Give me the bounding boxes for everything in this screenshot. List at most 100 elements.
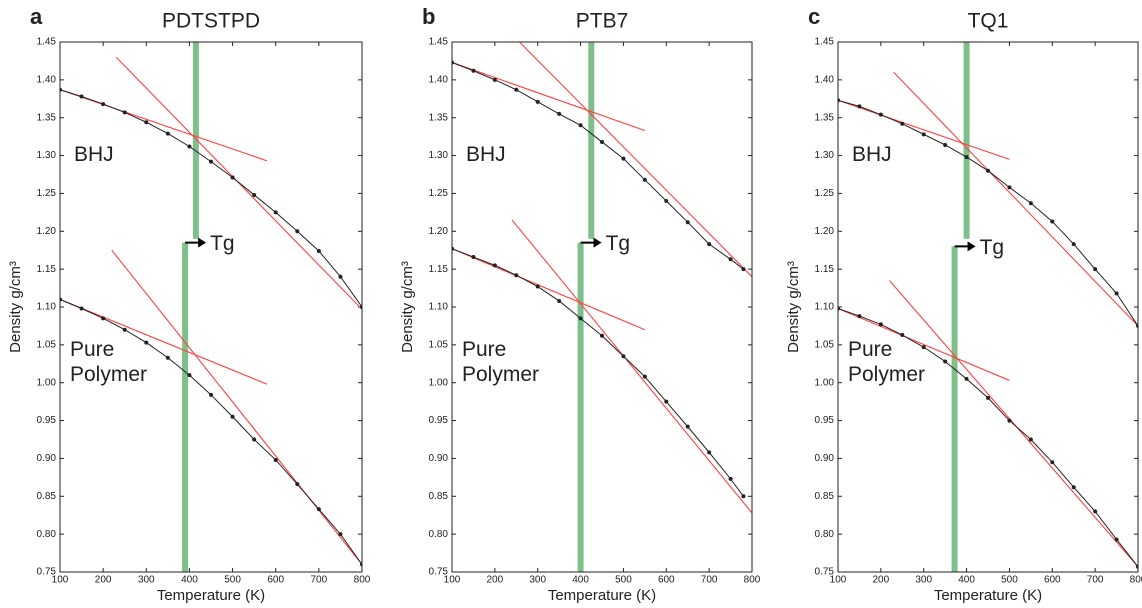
plot-area <box>60 42 362 572</box>
data-line <box>838 99 1138 327</box>
y-tick-label: 1.45 <box>37 37 57 48</box>
y-tick-label: 1.40 <box>37 74 57 85</box>
data-point <box>621 354 626 359</box>
data-point <box>295 482 300 487</box>
y-tick-label: 0.85 <box>429 491 449 502</box>
data-point <box>252 437 257 442</box>
panel-letter: c <box>808 4 820 29</box>
y-axis-label: Density g/cm³ <box>7 261 24 353</box>
data-point <box>338 274 343 279</box>
data-point <box>921 132 926 137</box>
y-tick-label: 1.30 <box>815 150 835 161</box>
tg-label: Tg <box>606 232 631 255</box>
data-point <box>986 168 990 173</box>
panel: c TQ1 Temperature (K) Density g/cm³ 0.75 0.80… <box>785 4 1142 604</box>
x-tick-label: 800 <box>744 575 761 586</box>
data-point <box>101 316 106 321</box>
data-point <box>230 414 235 419</box>
y-tick-label: 1.10 <box>815 302 835 313</box>
data-point <box>144 120 149 125</box>
plot-area <box>838 42 1138 572</box>
x-axis-label: Temperature (K) <box>548 587 656 604</box>
fit-line <box>452 248 646 331</box>
chart-title: PDTSTPD <box>162 10 260 33</box>
data-point <box>1007 418 1012 423</box>
data-point <box>600 139 604 144</box>
y-tick-label: 1.10 <box>429 302 449 313</box>
data-point <box>295 229 300 234</box>
data-point <box>1093 509 1098 514</box>
y-axis-label: Density g/cm³ <box>785 261 802 353</box>
fit-line <box>838 99 1010 160</box>
y-tick-label: 1.35 <box>815 112 835 123</box>
data-point <box>79 94 84 99</box>
data-point <box>1050 460 1055 465</box>
plot-area <box>452 42 752 572</box>
y-tick-label: 1.20 <box>815 226 835 237</box>
data-point <box>741 494 746 499</box>
y-tick-label: 1.25 <box>429 188 449 199</box>
x-axis-label: Temperature (K) <box>934 587 1042 604</box>
panel-letter: a <box>30 4 43 29</box>
x-axis-label: Temperature (K) <box>157 587 265 604</box>
data-point <box>921 345 926 350</box>
data-point <box>707 450 712 455</box>
data-point <box>514 273 519 278</box>
series-label: BHJ <box>852 143 892 166</box>
data-point <box>122 110 127 115</box>
data-point <box>664 199 669 203</box>
y-tick-label: 1.45 <box>815 37 835 48</box>
data-point <box>557 111 562 116</box>
x-tick-label: 500 <box>615 575 632 586</box>
data-point <box>514 87 519 92</box>
data-point <box>986 395 990 400</box>
data-point <box>535 99 540 104</box>
data-point <box>338 532 343 537</box>
fit-line <box>60 298 268 385</box>
tg-bar <box>182 242 189 572</box>
data-point <box>900 121 905 126</box>
y-tick-label: 1.15 <box>37 264 57 275</box>
data-point <box>316 507 321 512</box>
data-point <box>492 263 497 268</box>
y-tick-label: 1.45 <box>429 37 449 48</box>
y-tick-label: 1.35 <box>37 112 57 123</box>
y-tick-label: 1.30 <box>429 150 449 161</box>
series-label: BHJ <box>74 143 114 166</box>
x-tick-label: 700 <box>1087 575 1104 586</box>
y-axis-label: Density g/cm³ <box>399 261 416 353</box>
data-point <box>1071 485 1076 490</box>
x-tick-label: 200 <box>95 575 112 586</box>
data-point <box>252 192 257 197</box>
data-point <box>578 123 583 128</box>
data-point <box>101 102 106 107</box>
series-label-box: Pure Polymer <box>848 338 925 386</box>
y-tick-label: 0.90 <box>815 453 835 464</box>
y-tick-label: 0.95 <box>815 415 835 426</box>
data-point <box>230 175 235 180</box>
data-point <box>1050 219 1055 224</box>
y-tick-label: 0.85 <box>815 491 835 502</box>
x-tick-label: 100 <box>52 575 69 586</box>
series-label: Pure Polymer <box>70 338 148 387</box>
data-point <box>728 476 733 481</box>
data-point <box>165 355 170 360</box>
x-tick-label: 600 <box>267 575 284 586</box>
chart-title: TQ1 <box>968 10 1009 33</box>
y-tick-label: 0.80 <box>429 529 449 540</box>
y-tick-label: 1.25 <box>37 188 57 199</box>
y-tick-label: 1.00 <box>37 377 57 388</box>
y-tick-label: 1.35 <box>429 112 449 123</box>
x-tick-label: 400 <box>181 575 198 586</box>
data-point <box>1071 242 1076 247</box>
data-point <box>492 77 497 82</box>
fit-line <box>111 249 362 565</box>
data-point <box>857 104 862 109</box>
data-point <box>857 314 862 319</box>
data-point <box>728 257 733 262</box>
fit-line <box>511 219 752 514</box>
plot-frame <box>837 41 1139 573</box>
x-tick-label: 700 <box>311 575 328 586</box>
y-tick-label: 1.05 <box>429 339 449 350</box>
